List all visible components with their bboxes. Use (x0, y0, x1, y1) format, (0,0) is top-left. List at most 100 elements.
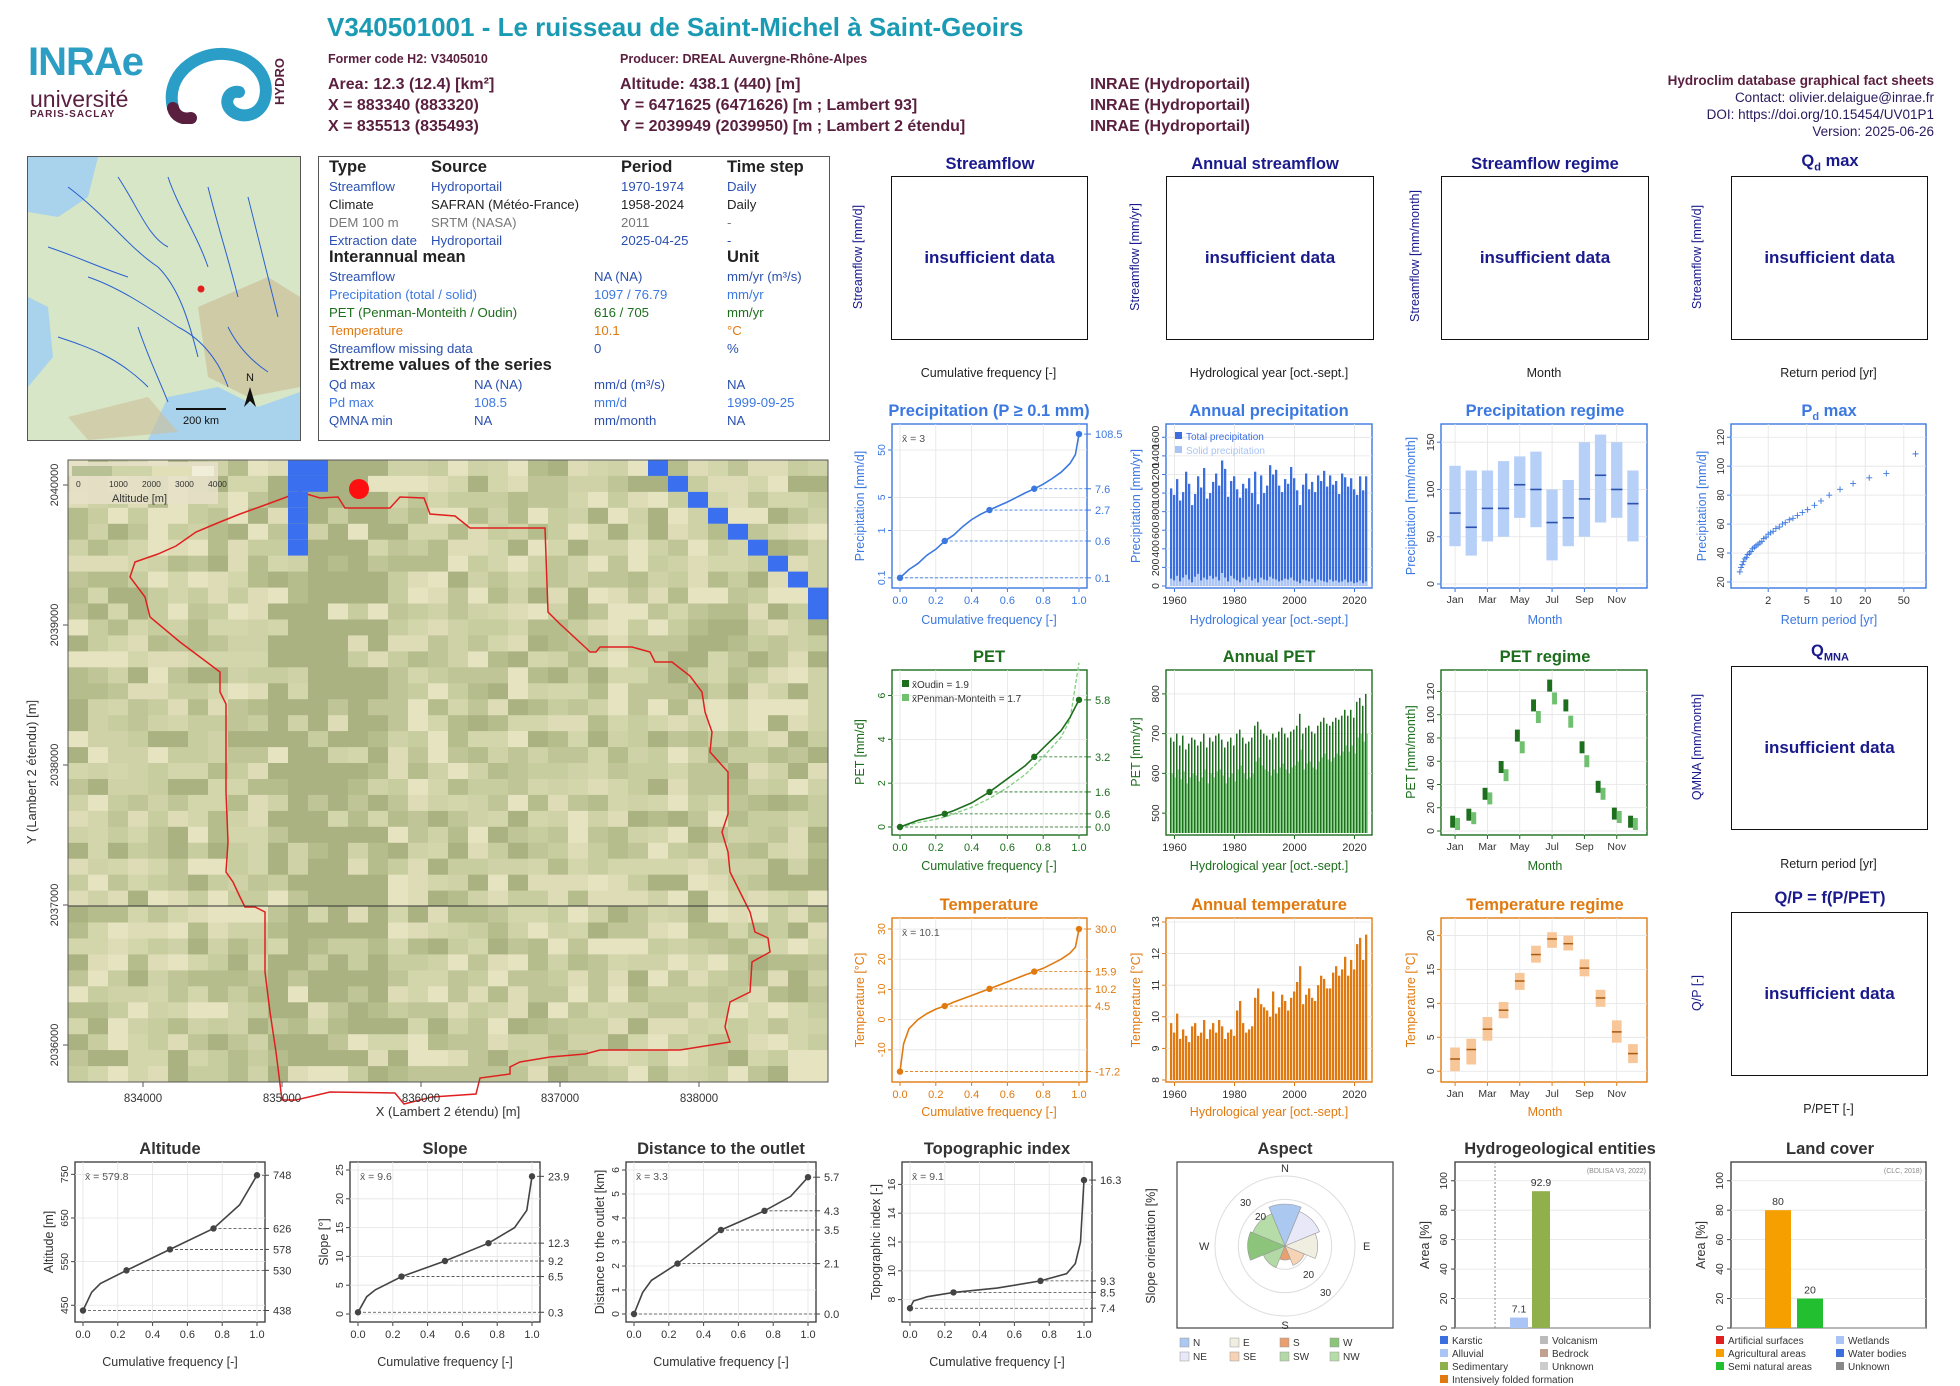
raster-cell (248, 491, 269, 509)
raster-cell (428, 539, 449, 557)
raster-cell (328, 619, 349, 636)
extreme-unit-cell: mm/d (594, 395, 627, 410)
y-tick-label: 3 (610, 1239, 622, 1245)
quantile-point (986, 506, 993, 514)
annual-bar (1221, 1026, 1224, 1080)
annual-bar (1299, 505, 1302, 586)
raster-cell (148, 715, 169, 732)
penman-box (1503, 769, 1509, 782)
legend-label: Agricultural areas (1728, 1349, 1806, 1360)
raster-cell (368, 460, 389, 477)
annual-bar (1360, 733, 1362, 833)
annual-bar (1308, 581, 1311, 586)
raster-cell (488, 699, 509, 716)
insufficient-data-label: insufficient data (1764, 984, 1895, 1003)
info-type-cell: DEM 100 m (329, 215, 399, 230)
annual-bar (1348, 751, 1350, 833)
raster-cell (208, 539, 229, 557)
meta-line[interactable]: DOI: https://doi.org/10.15454/UV01P1 (1706, 107, 1934, 122)
annual-bar (1188, 1042, 1191, 1080)
month-box (1627, 470, 1639, 542)
y-tick-label: 100 (1438, 1172, 1450, 1190)
legend-label: Unknown (1552, 1362, 1594, 1373)
qmna-xlabel: Return period [yr] (1780, 857, 1877, 871)
raster-cell (448, 667, 469, 684)
annual-bar (1236, 1010, 1239, 1080)
source-1: INRAE (Hydroportail) (1090, 76, 1250, 93)
annual-bar (1263, 1007, 1266, 1080)
raster-cell (548, 667, 569, 684)
raster-cell (128, 571, 149, 588)
annual-bar (1224, 577, 1227, 586)
annual-bar (1233, 578, 1236, 586)
legend-label: Sedimentary (1452, 1362, 1508, 1373)
quantile-point (896, 574, 904, 582)
info-source-cell: SRTM (NASA) (431, 215, 517, 230)
annual-bar (1230, 1029, 1233, 1080)
raster-cell (408, 460, 429, 477)
annual-bar (1197, 476, 1200, 586)
meta-line[interactable]: Contact: olivier.delaigue@inrae.fr (1734, 90, 1934, 105)
legend-swatch (1229, 1351, 1240, 1362)
annual-bar (1278, 1007, 1281, 1080)
raster-cell (328, 539, 349, 557)
x-tick-label: 1.0 (1076, 1329, 1091, 1341)
raster-cell (748, 683, 769, 700)
streamflow-ylabel: Streamflow [mm/d] (851, 204, 865, 310)
raster-cell (368, 603, 389, 620)
raster-cell (488, 683, 509, 700)
raster-cell (328, 587, 349, 604)
ref-value-label: 0.6 (1095, 536, 1110, 548)
raster-cell (388, 715, 409, 732)
raster-cell (568, 539, 589, 557)
raster-cell (288, 587, 309, 604)
raster-cell (788, 491, 809, 509)
raster-cell (68, 715, 89, 732)
raster-cell (648, 667, 669, 684)
chart-title: Precipitation regime (1466, 402, 1625, 420)
raster-cell (168, 747, 189, 764)
annual-bar (1200, 580, 1203, 586)
mean-label: x̄ = 579.8 (85, 1171, 129, 1183)
y-tick-label: 15 (334, 1222, 346, 1234)
raster-cell (248, 635, 269, 652)
raster-cell (628, 475, 649, 493)
raster-cell (408, 651, 429, 668)
annual-bar (1338, 975, 1341, 1080)
raster-cell (808, 619, 829, 636)
annual-bar (1209, 1029, 1212, 1080)
y-tick-label: 10 (334, 1250, 346, 1262)
raster-cell (588, 651, 609, 668)
annual-bar (1299, 583, 1302, 586)
raster-cell (88, 603, 109, 620)
annual-bar (1350, 478, 1353, 586)
raster-cell (528, 747, 549, 764)
y-tick-label: 120 (1425, 683, 1437, 701)
raster-cell (228, 715, 249, 732)
annual-bar (1206, 1038, 1209, 1080)
annual-bar (1317, 985, 1320, 1080)
month-box (1449, 465, 1461, 547)
annual-bar (1197, 1035, 1200, 1080)
ref-value-label: 23.9 (548, 1171, 569, 1183)
raster-cell (648, 507, 669, 525)
raster-cell (488, 667, 509, 684)
raster-cell (648, 715, 669, 732)
raster-cell (488, 507, 509, 525)
raster-cell (348, 683, 369, 700)
x-tick-label: 0.2 (937, 1329, 952, 1341)
x-tick-label: 0.0 (75, 1329, 90, 1341)
raster-cell (688, 747, 709, 764)
raster-cell (208, 603, 229, 620)
raster-cell (388, 699, 409, 716)
category-bar (1765, 1210, 1791, 1328)
raster-cell (188, 587, 209, 604)
raster-cell (448, 619, 469, 636)
raster-cell (568, 683, 589, 700)
raster-cell (408, 475, 429, 493)
raster-cell (728, 619, 749, 636)
annual-bar (1197, 573, 1200, 586)
raster-cell (808, 475, 829, 493)
raster-cell (228, 475, 249, 493)
raster-cell (408, 555, 429, 573)
